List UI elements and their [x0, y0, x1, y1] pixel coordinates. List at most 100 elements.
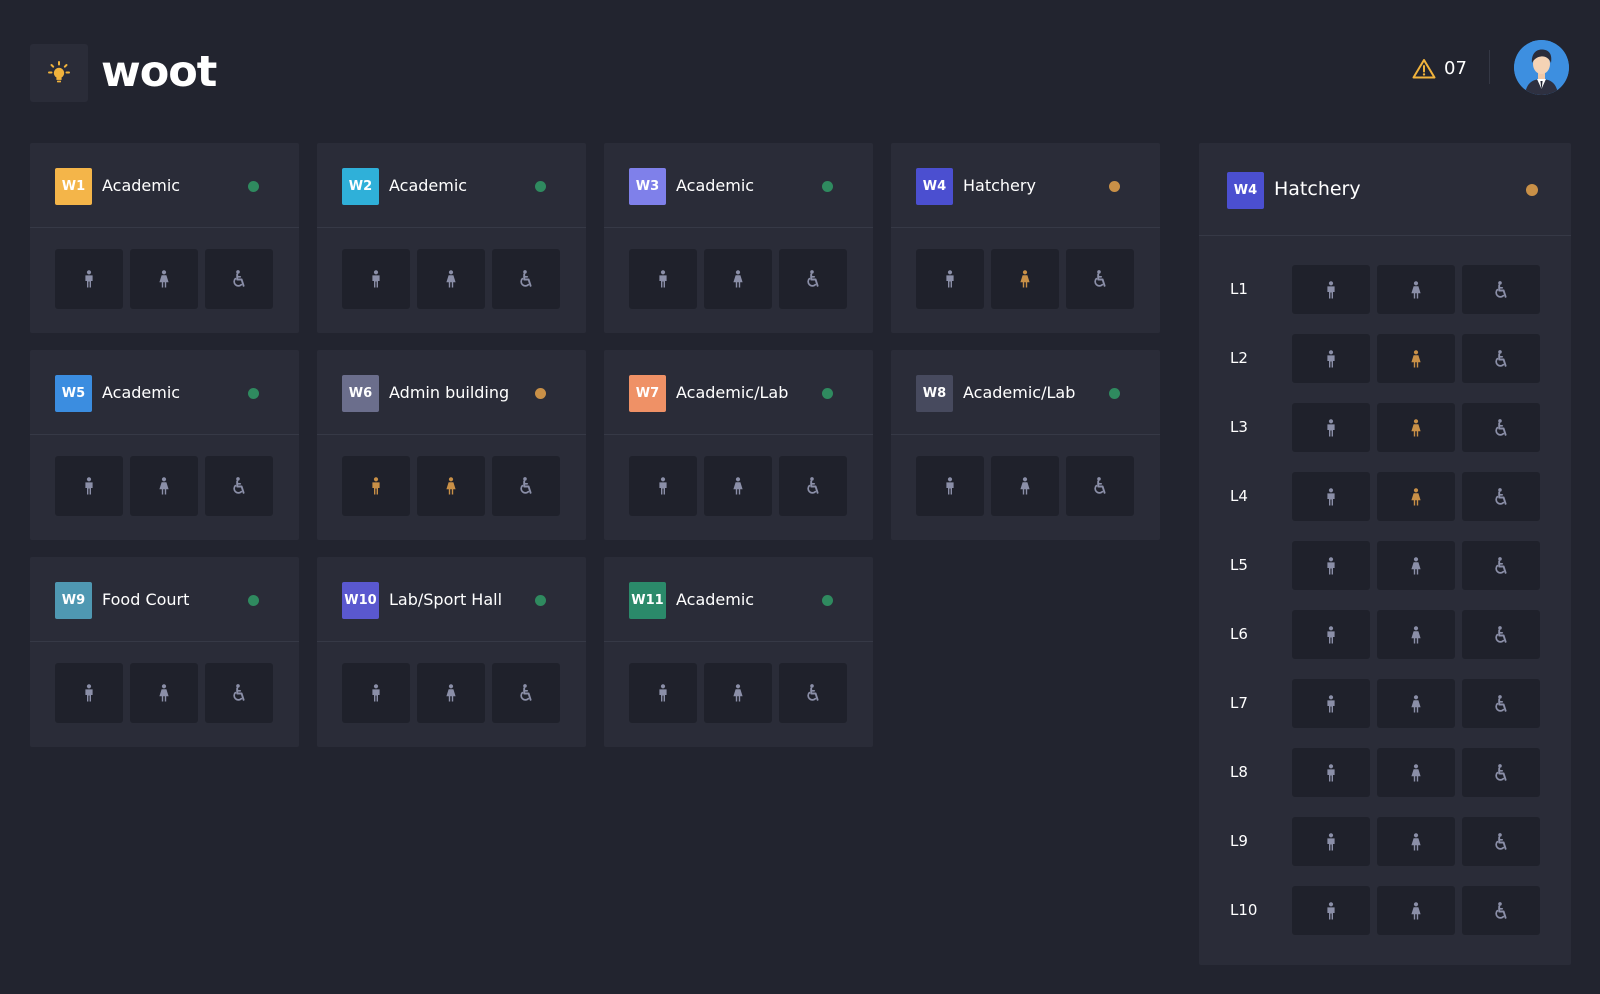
wing-male-restroom-tile[interactable]	[342, 663, 410, 723]
level-wheelchair-restroom-tile[interactable]	[1462, 403, 1540, 452]
wing-male-restroom-tile[interactable]	[629, 249, 697, 309]
level-male-restroom-tile[interactable]	[1292, 541, 1370, 590]
wheelchair-restroom-icon	[805, 684, 821, 702]
wing-wheelchair-restroom-tile[interactable]	[1066, 456, 1134, 516]
female-restroom-icon	[158, 684, 170, 702]
wing-card[interactable]: W8 Academic/Lab	[891, 350, 1160, 540]
wing-male-restroom-tile[interactable]	[629, 663, 697, 723]
wing-female-restroom-tile[interactable]	[417, 663, 485, 723]
wing-male-restroom-tile[interactable]	[342, 249, 410, 309]
wing-female-restroom-tile[interactable]	[130, 456, 198, 516]
level-wheelchair-restroom-tile[interactable]	[1462, 541, 1540, 590]
wing-female-restroom-tile[interactable]	[704, 456, 772, 516]
level-female-restroom-tile[interactable]	[1377, 679, 1455, 728]
level-wheelchair-restroom-tile[interactable]	[1462, 610, 1540, 659]
wing-wheelchair-restroom-tile[interactable]	[492, 456, 560, 516]
level-wheelchair-restroom-tile[interactable]	[1462, 472, 1540, 521]
level-female-restroom-tile[interactable]	[1377, 403, 1455, 452]
wing-female-restroom-tile[interactable]	[704, 663, 772, 723]
wing-card[interactable]: W5 Academic	[30, 350, 299, 540]
wing-wheelchair-restroom-tile[interactable]	[205, 249, 273, 309]
level-female-restroom-tile[interactable]	[1377, 748, 1455, 797]
level-male-restroom-tile[interactable]	[1292, 679, 1370, 728]
level-label: L3	[1230, 418, 1248, 436]
wing-wheelchair-restroom-tile[interactable]	[779, 663, 847, 723]
level-female-restroom-tile[interactable]	[1377, 886, 1455, 935]
wing-card[interactable]: W4 Hatchery	[891, 143, 1160, 333]
level-wheelchair-restroom-tile[interactable]	[1462, 886, 1540, 935]
level-female-restroom-tile[interactable]	[1377, 265, 1455, 314]
wing-card[interactable]: W2 Academic	[317, 143, 586, 333]
level-male-restroom-tile[interactable]	[1292, 472, 1370, 521]
male-restroom-icon	[944, 477, 956, 495]
male-restroom-icon	[1325, 556, 1337, 575]
wing-wheelchair-restroom-tile[interactable]	[492, 249, 560, 309]
status-dot	[1109, 388, 1120, 399]
level-wheelchair-restroom-tile[interactable]	[1462, 748, 1540, 797]
wing-male-restroom-tile[interactable]	[629, 456, 697, 516]
wing-card[interactable]: W9 Food Court	[30, 557, 299, 747]
wheelchair-restroom-icon	[231, 477, 247, 495]
wing-female-restroom-tile[interactable]	[417, 456, 485, 516]
wing-wheelchair-restroom-tile[interactable]	[492, 663, 560, 723]
restroom-tiles	[342, 456, 560, 516]
user-avatar-icon[interactable]	[1514, 40, 1569, 95]
level-male-restroom-tile[interactable]	[1292, 886, 1370, 935]
wing-male-restroom-tile[interactable]	[342, 456, 410, 516]
wing-female-restroom-tile[interactable]	[991, 249, 1059, 309]
female-restroom-icon	[1410, 763, 1422, 782]
wing-card[interactable]: W10 Lab/Sport Hall	[317, 557, 586, 747]
wing-card-header: W7 Academic/Lab	[604, 350, 873, 435]
level-male-restroom-tile[interactable]	[1292, 403, 1370, 452]
detail-wing-badge: W4	[1227, 172, 1264, 209]
level-wheelchair-restroom-tile[interactable]	[1462, 334, 1540, 383]
wing-female-restroom-tile[interactable]	[130, 249, 198, 309]
wing-male-restroom-tile[interactable]	[55, 663, 123, 723]
level-male-restroom-tile[interactable]	[1292, 817, 1370, 866]
wing-card-header: W11 Academic	[604, 557, 873, 642]
wing-card[interactable]: W1 Academic	[30, 143, 299, 333]
level-female-restroom-tile[interactable]	[1377, 541, 1455, 590]
wing-wheelchair-restroom-tile[interactable]	[779, 249, 847, 309]
level-male-restroom-tile[interactable]	[1292, 334, 1370, 383]
wing-wheelchair-restroom-tile[interactable]	[205, 456, 273, 516]
level-wheelchair-restroom-tile[interactable]	[1462, 679, 1540, 728]
wing-male-restroom-tile[interactable]	[916, 249, 984, 309]
level-female-restroom-tile[interactable]	[1377, 334, 1455, 383]
restroom-tiles	[916, 456, 1134, 516]
female-restroom-icon	[158, 270, 170, 288]
wing-female-restroom-tile[interactable]	[130, 663, 198, 723]
level-male-restroom-tile[interactable]	[1292, 265, 1370, 314]
wing-card-header: W6 Admin building	[317, 350, 586, 435]
wheelchair-restroom-icon	[1493, 625, 1509, 644]
male-restroom-icon	[370, 477, 382, 495]
restroom-tiles	[629, 249, 847, 309]
level-male-restroom-tile[interactable]	[1292, 748, 1370, 797]
female-restroom-icon	[445, 477, 457, 495]
wing-wheelchair-restroom-tile[interactable]	[205, 663, 273, 723]
wing-card-header: W1 Academic	[30, 143, 299, 228]
level-wheelchair-restroom-tile[interactable]	[1462, 817, 1540, 866]
wing-female-restroom-tile[interactable]	[417, 249, 485, 309]
alert-indicator[interactable]: 07	[1412, 56, 1467, 80]
level-male-restroom-tile[interactable]	[1292, 610, 1370, 659]
wing-card[interactable]: W3 Academic	[604, 143, 873, 333]
level-female-restroom-tile[interactable]	[1377, 610, 1455, 659]
wing-female-restroom-tile[interactable]	[991, 456, 1059, 516]
wing-male-restroom-tile[interactable]	[55, 456, 123, 516]
level-female-restroom-tile[interactable]	[1377, 472, 1455, 521]
wing-name: Academic	[676, 590, 755, 609]
logo[interactable]	[30, 44, 88, 102]
wing-wheelchair-restroom-tile[interactable]	[1066, 249, 1134, 309]
wing-card[interactable]: W11 Academic	[604, 557, 873, 747]
wing-wheelchair-restroom-tile[interactable]	[779, 456, 847, 516]
restroom-tiles	[629, 456, 847, 516]
wing-male-restroom-tile[interactable]	[916, 456, 984, 516]
wing-female-restroom-tile[interactable]	[704, 249, 772, 309]
level-restroom-tiles	[1292, 817, 1540, 866]
wing-card[interactable]: W7 Academic/Lab	[604, 350, 873, 540]
level-female-restroom-tile[interactable]	[1377, 817, 1455, 866]
wing-male-restroom-tile[interactable]	[55, 249, 123, 309]
wing-card[interactable]: W6 Admin building	[317, 350, 586, 540]
level-wheelchair-restroom-tile[interactable]	[1462, 265, 1540, 314]
